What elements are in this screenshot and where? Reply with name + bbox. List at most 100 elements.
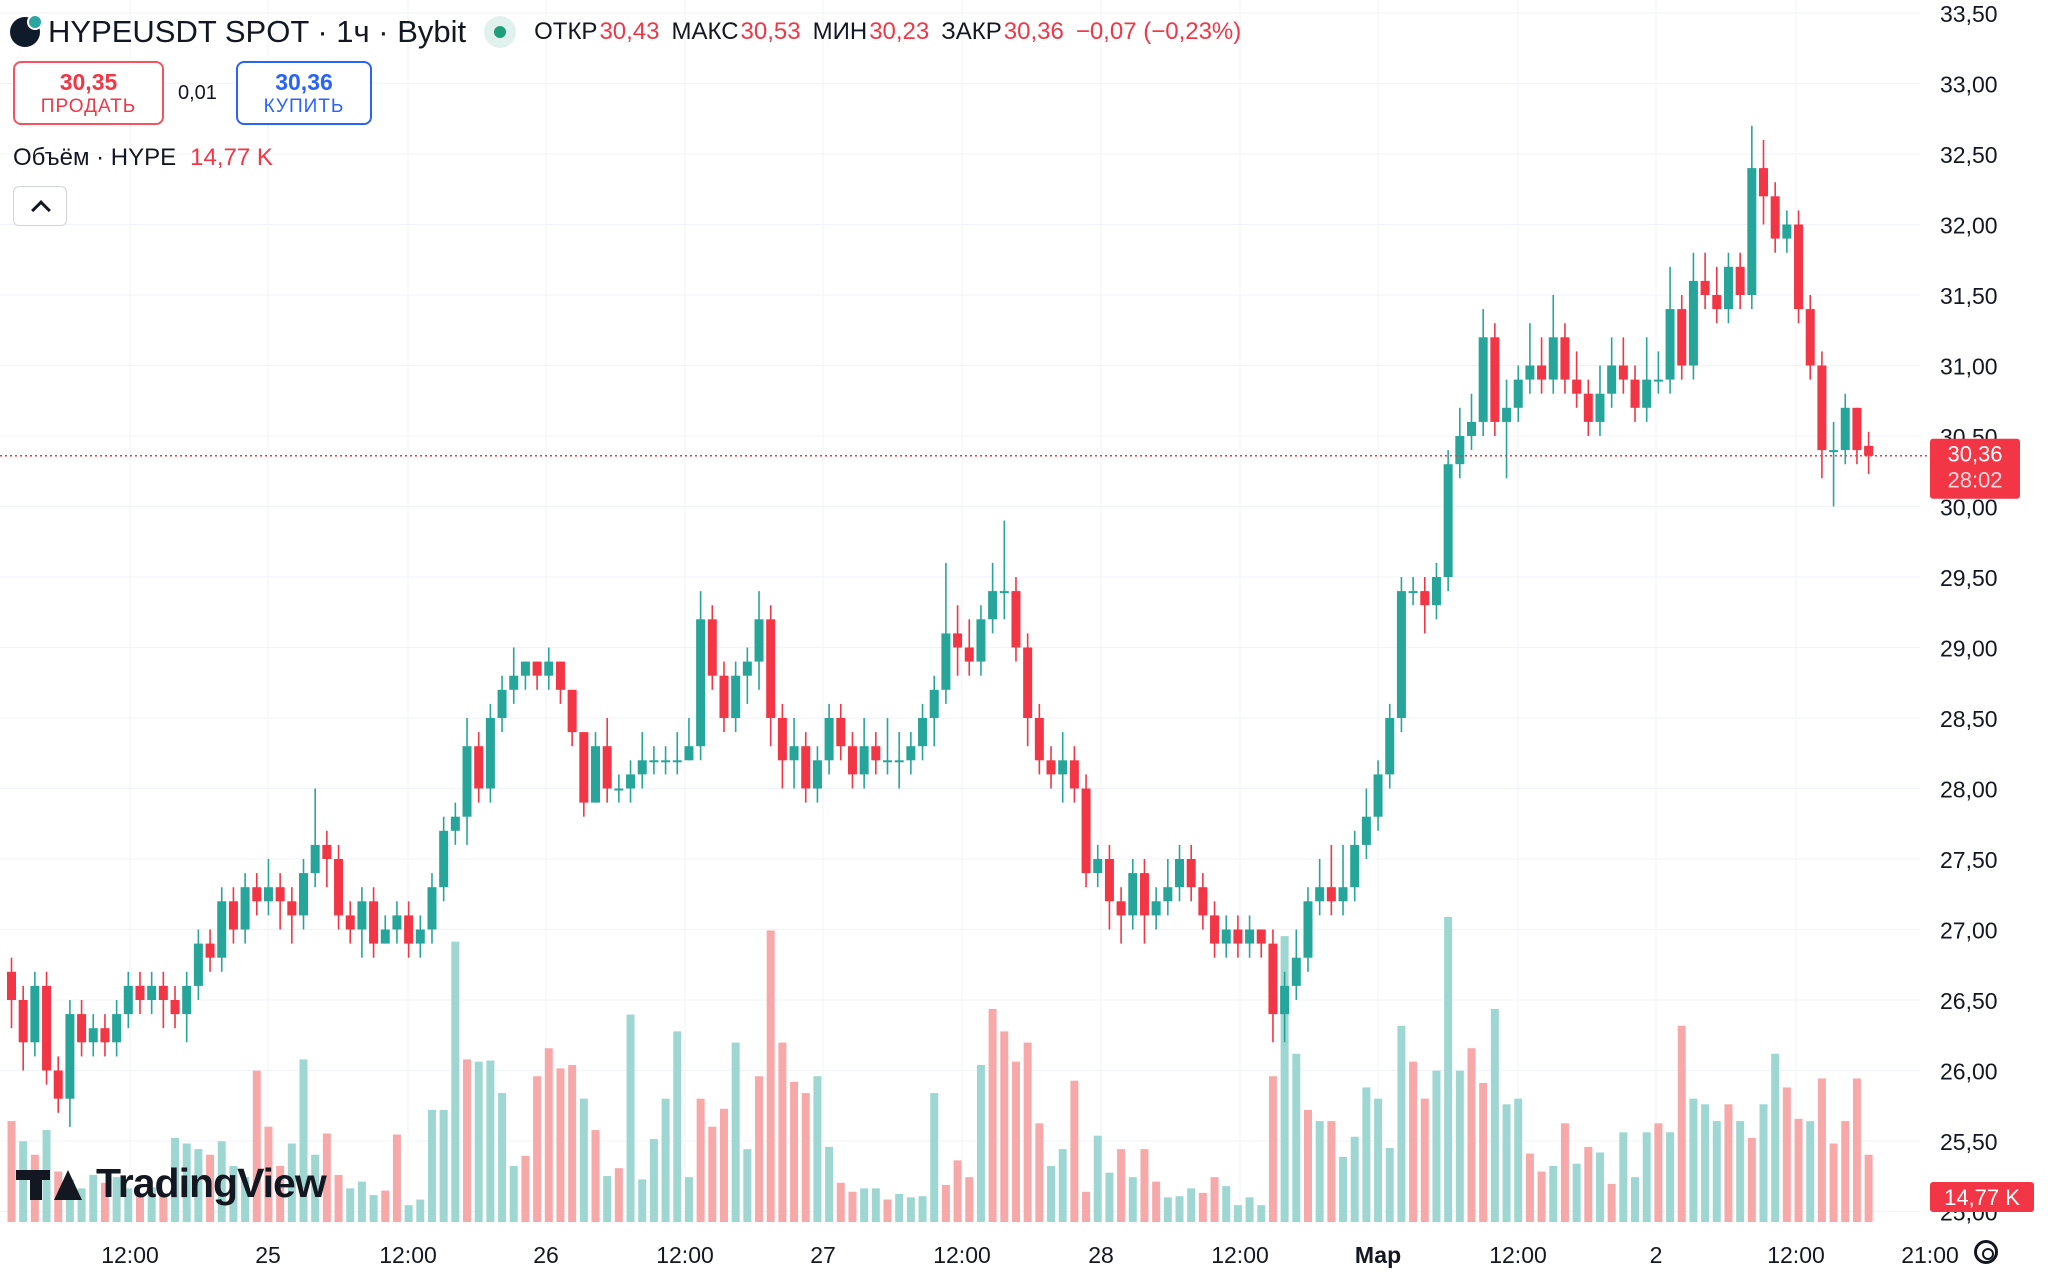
- candle: [1525, 365, 1535, 380]
- candle: [1420, 591, 1430, 606]
- y-tick-label: 32,00: [1940, 213, 1998, 239]
- volume-bar: [1619, 1132, 1628, 1222]
- candle: [661, 760, 671, 763]
- volume-bar: [1105, 1172, 1114, 1222]
- x-tick-label: 28: [1088, 1242, 1114, 1268]
- candle: [1607, 365, 1617, 394]
- candle: [1058, 760, 1068, 775]
- candle: [1291, 957, 1301, 986]
- volume-bar: [1058, 1149, 1067, 1222]
- candle: [1759, 168, 1768, 197]
- x-tick-label: 12:00: [379, 1242, 437, 1268]
- last-volume-label: 14,77 K: [1944, 1185, 2020, 1210]
- candle: [1385, 718, 1395, 775]
- buy-button[interactable]: 30,36 КУПИТЬ: [236, 61, 372, 125]
- volume-bar: [1280, 936, 1289, 1222]
- volume-bar: [1268, 1076, 1277, 1222]
- volume-bar: [684, 1177, 693, 1222]
- candle: [1688, 280, 1698, 366]
- volume-bar: [369, 1195, 378, 1222]
- buy-label: КУПИТЬ: [263, 96, 345, 117]
- tradingview-watermark[interactable]: TradingView: [16, 1160, 327, 1207]
- candle: [567, 689, 577, 733]
- volume-bar: [1712, 1121, 1721, 1222]
- candle: [1221, 929, 1231, 944]
- candle: [1700, 280, 1710, 295]
- last-price-label: 30,36: [1947, 442, 2002, 467]
- gear-icon[interactable]: [1974, 1240, 1998, 1264]
- volume-bar: [1829, 1143, 1838, 1222]
- low-value: 30,23: [869, 18, 930, 45]
- volume-bar: [334, 1174, 343, 1222]
- candle: [696, 619, 706, 747]
- candle: [217, 901, 227, 958]
- volume-bar: [836, 1182, 845, 1222]
- volume-bar: [1152, 1181, 1161, 1222]
- y-tick-label: 31,00: [1940, 354, 1998, 380]
- volume-bar: [988, 1008, 997, 1222]
- x-tick-label: 26: [533, 1242, 559, 1268]
- candle: [789, 746, 799, 761]
- volume-bar: [813, 1076, 822, 1222]
- volume-bar: [1595, 1152, 1604, 1222]
- candle: [847, 746, 857, 775]
- volume-bar: [1677, 1025, 1686, 1222]
- candle: [1280, 985, 1290, 1015]
- candle: [1840, 407, 1850, 451]
- volume-bar: [591, 1130, 600, 1222]
- volume-bar: [895, 1193, 904, 1222]
- volume-bar: [65, 1179, 74, 1222]
- candle: [1233, 929, 1243, 944]
- volume-bar: [1852, 1078, 1861, 1222]
- sell-button[interactable]: 30,35 ПРОДАТЬ: [13, 61, 164, 125]
- candle: [1572, 379, 1582, 394]
- volume-bar: [486, 1060, 495, 1222]
- y-tick-label: 28,50: [1940, 706, 1998, 732]
- volume-bar: [346, 1188, 355, 1222]
- candle: [1163, 887, 1173, 902]
- candle: [754, 619, 764, 662]
- volume-bar: [241, 1177, 250, 1222]
- candle: [1116, 901, 1126, 916]
- volume-bar: [1560, 1123, 1569, 1222]
- candle: [766, 619, 776, 718]
- candle: [228, 901, 238, 930]
- buy-price: 30,36: [275, 69, 333, 95]
- candle: [252, 887, 262, 902]
- volume-bar: [941, 1184, 950, 1222]
- volume-bar: [1245, 1197, 1254, 1222]
- volume-bar: [1303, 1109, 1312, 1222]
- volume-bar: [1315, 1121, 1324, 1222]
- candle: [1502, 407, 1512, 422]
- volume-bar: [112, 1177, 121, 1222]
- volume-bar: [883, 1199, 892, 1222]
- chevron-up-icon[interactable]: [13, 186, 67, 226]
- candle: [1455, 436, 1465, 465]
- candle: [1478, 337, 1488, 422]
- candle: [1198, 887, 1208, 916]
- volume-bar: [1584, 1146, 1593, 1222]
- volume-bar: [871, 1188, 880, 1222]
- volume-bar: [439, 1109, 448, 1222]
- change-value: −0,07 (−0,23%): [1075, 18, 1242, 45]
- volume-bar: [661, 1098, 670, 1222]
- candle: [707, 619, 717, 676]
- volume-bar: [533, 1076, 542, 1222]
- candle: [929, 689, 939, 718]
- volume-bar: [1163, 1197, 1172, 1222]
- volume-bar: [217, 1141, 226, 1222]
- volume-bar: [918, 1196, 927, 1222]
- candle: [1361, 816, 1371, 845]
- volume-bar: [1455, 1070, 1464, 1222]
- candle: [812, 760, 822, 789]
- candle: [1642, 379, 1652, 408]
- volume-bar: [1023, 1042, 1032, 1222]
- x-tick-label: 12:00: [101, 1242, 159, 1268]
- candle: [299, 873, 308, 916]
- candle: [1338, 887, 1348, 902]
- symbol-title[interactable]: HYPEUSDT SPOT · 1ч · Bybit: [48, 14, 467, 49]
- volume-legend[interactable]: Объём · HYPE 14,77 K: [13, 144, 273, 172]
- candle: [1677, 309, 1687, 366]
- candle: [439, 830, 449, 888]
